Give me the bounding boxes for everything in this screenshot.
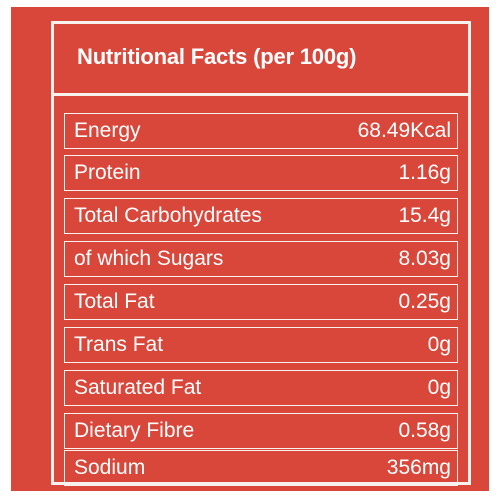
nutrient-row-energy: Energy 68.49Kcal xyxy=(64,113,458,149)
nutrient-label: Sodium xyxy=(74,456,146,479)
nutrient-value: 1.16g xyxy=(398,161,451,184)
nutrient-row-sugars: of which Sugars 8.03g xyxy=(64,241,458,277)
nutrient-value: 15.4g xyxy=(398,204,451,227)
nutrient-value: 0.58g xyxy=(398,419,451,442)
nutrient-label: Protein xyxy=(74,161,141,184)
nutrient-label: Energy xyxy=(74,119,141,142)
nutrient-value: 68.49Kcal xyxy=(357,119,451,142)
nutrition-table: Nutritional Facts (per 100g) Energy 68.4… xyxy=(51,21,471,486)
nutrient-value: 0.25g xyxy=(398,290,451,313)
nutrient-value: 0g xyxy=(427,333,451,356)
nutrient-label: Total Fat xyxy=(74,290,155,313)
nutrient-label: Dietary Fibre xyxy=(74,419,195,442)
nutrient-value: 8.03g xyxy=(398,247,451,270)
nutrient-value: 356mg xyxy=(386,456,451,479)
nutrient-row-protein: Protein 1.16g xyxy=(64,155,458,191)
nutrient-row-dietary-fibre: Dietary Fibre 0.58g xyxy=(64,413,458,449)
nutrient-row-trans-fat: Trans Fat 0g xyxy=(64,327,458,363)
nutrient-label: of which Sugars xyxy=(74,247,224,270)
title-divider xyxy=(54,93,468,96)
nutrient-row-sodium: Sodium 356mg xyxy=(64,450,458,486)
nutrient-label: Total Carbohydrates xyxy=(74,204,262,227)
table-title: Nutritional Facts (per 100g) xyxy=(77,44,357,69)
nutrition-panel: Nutritional Facts (per 100g) Energy 68.4… xyxy=(11,7,489,491)
nutrient-label: Saturated Fat xyxy=(74,376,202,399)
nutrient-row-total-carbohydrates: Total Carbohydrates 15.4g xyxy=(64,198,458,234)
nutrient-label: Trans Fat xyxy=(74,333,164,356)
nutrient-row-total-fat: Total Fat 0.25g xyxy=(64,284,458,320)
nutrient-row-saturated-fat: Saturated Fat 0g xyxy=(64,370,458,406)
nutrient-value: 0g xyxy=(427,376,451,399)
